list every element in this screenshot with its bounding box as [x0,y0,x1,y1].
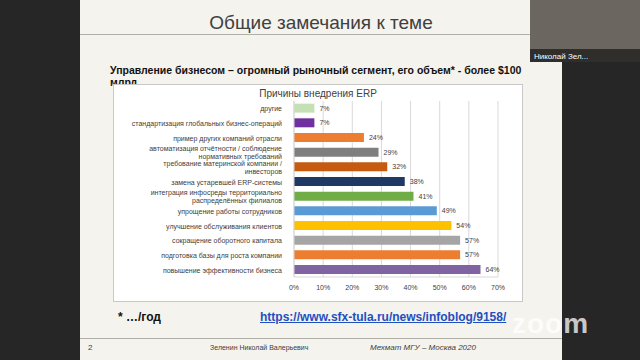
svg-text:20%: 20% [345,284,359,291]
svg-text:стандартизация глобальных бизн: стандартизация глобальных бизнес-операци… [132,120,282,128]
svg-text:57%: 57% [465,251,479,258]
svg-text:64%: 64% [486,266,500,273]
svg-text:40%: 40% [404,284,418,291]
svg-text:замена устаревшей ERP-системы: замена устаревшей ERP-системы [171,178,282,186]
svg-text:10%: 10% [316,284,330,291]
svg-text:улучшение обслуживания клиенто: улучшение обслуживания клиентов [166,222,282,230]
svg-text:другие: другие [260,105,282,113]
html-text:Причины внедрения ERP: Причины внедрения ERP [259,88,377,99]
html-text:Общие замечания к теме: Общие замечания к теме [209,12,433,33]
svg-text:24%: 24% [369,134,383,141]
svg-text:32%: 32% [392,163,406,170]
html-text:Мехмат МГУ – Москва 2020: Мехмат МГУ – Москва 2020 [370,343,476,352]
svg-text:упрощение работы сотрудников: упрощение работы сотрудников [178,208,282,216]
svg-text:57%: 57% [465,237,479,244]
svg-text:сокращение оборотного капитала: сокращение оборотного капитала [172,237,282,245]
svg-text:подготовка базы для роста комп: подготовка базы для роста компании [161,252,282,260]
svg-text:30%: 30% [374,284,388,291]
svg-text:0%: 0% [289,284,299,291]
html-text:Николай Зел...: Николай Зел... [534,52,589,61]
html-text:Зеленин Николай Валерьевич: Зеленин Николай Валерьевич [210,344,309,351]
svg-text:пример других компаний отрасли: пример других компаний отрасли [173,134,282,142]
html-text:Управление бизнесом – огромный: Управление бизнесом – огромный рыночный … [110,64,522,88]
svg-text:7%: 7% [319,105,329,112]
svg-text:60%: 60% [462,284,476,291]
html-text:zoom: zoom [512,308,590,339]
svg-text:повышение эффективности бизнес: повышение эффективности бизнеса [163,266,282,274]
html-text:* …/год: * …/год [118,310,161,324]
svg-text:41%: 41% [418,193,432,200]
svg-text:29%: 29% [384,149,398,156]
svg-text:интеграция инфосреды территори: интеграция инфосреды территориальнораспр… [151,189,283,205]
svg-text:38%: 38% [410,178,424,185]
svg-text:50%: 50% [433,284,447,291]
html-text:https://www.sfx-tula.ru/news/i: https://www.sfx-tula.ru/news/infoblog/91… [260,310,507,324]
svg-text:7%: 7% [319,119,329,126]
svg-text:автоматизация отчётности / соб: автоматизация отчётности / соблюдениенор… [149,145,282,161]
svg-text:70%: 70% [491,284,505,291]
svg-text:требование материнской компани: требование материнской компании /инвесто… [163,160,282,176]
html-text:2: 2 [88,343,93,352]
svg-text:54%: 54% [456,222,470,229]
svg-text:49%: 49% [442,207,456,214]
